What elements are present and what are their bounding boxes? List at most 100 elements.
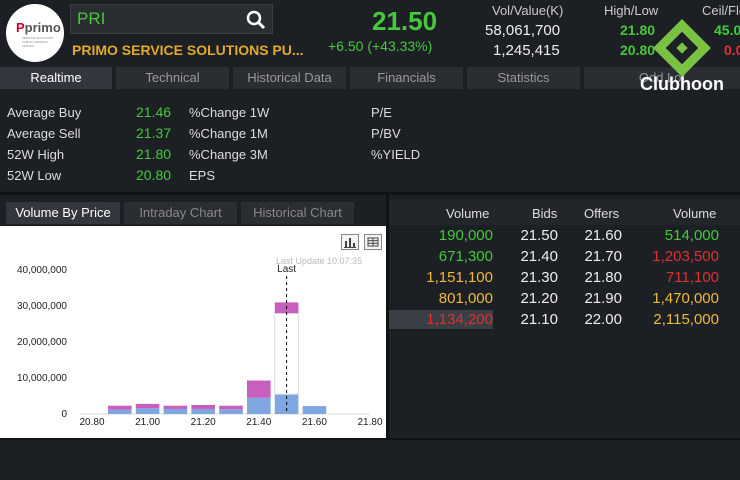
search-icon[interactable] [246, 10, 266, 30]
bid-price[interactable]: 21.40 [520, 248, 558, 265]
bid-volume[interactable]: 1,134,200 [426, 311, 493, 328]
offer-price[interactable]: 21.80 [584, 269, 622, 286]
bid-volume[interactable]: 671,300 [438, 248, 493, 265]
offer-price[interactable]: 22.00 [584, 311, 622, 328]
offer-volume[interactable]: 514,000 [664, 227, 719, 244]
bar-sell-segment [246, 380, 271, 398]
bid-volume[interactable]: 1,151,100 [426, 269, 493, 286]
bid-price[interactable]: 21.30 [520, 269, 558, 286]
bid-volume[interactable]: 190,000 [438, 227, 493, 244]
offers-header: Offers [584, 206, 620, 221]
bid-price[interactable]: 21.10 [520, 311, 558, 328]
tab-financials[interactable]: Financials [350, 67, 463, 89]
offer-volume[interactable]: 1,203,500 [652, 248, 719, 265]
stat-label: %YIELD [371, 147, 421, 162]
bar-buy-segment [135, 408, 160, 414]
symbol-input[interactable] [71, 5, 241, 33]
high-value: 21.80 [620, 22, 656, 38]
value-value: 1,245,415 [493, 42, 560, 59]
stat-label: Average Buy [7, 105, 82, 120]
tab-historical-chart[interactable]: Historical Chart [241, 202, 354, 224]
bar-buy-segment [302, 406, 327, 414]
bar-buy-segment [219, 409, 243, 414]
ceil-value: 45.0 [714, 22, 740, 38]
logo-text: Pprimo [16, 20, 61, 35]
bids-header: Bids [532, 206, 558, 221]
bid-volume-header: Volume [446, 206, 490, 221]
x-tick-label: 21.80 [357, 417, 382, 428]
main-tabs: Realtime Technical Historical Data Finan… [0, 67, 740, 89]
column-divider [386, 195, 389, 438]
last-price: 21.50 [372, 6, 438, 36]
volume-chart: 40,000,000 30,000,000 20,000,000 10,000,000… [0, 226, 386, 438]
ceil-floor-label: Ceil/Flo [702, 3, 740, 18]
stat-label: %Change 3M [189, 147, 268, 162]
bid-price[interactable]: 21.50 [520, 227, 558, 244]
x-tick-label: 21.00 [135, 417, 160, 428]
offer-volume[interactable]: 1,470,000 [652, 290, 719, 307]
y-tick-label: 30,000,000 [17, 301, 67, 312]
tab-volume-by-price[interactable]: Volume By Price [6, 202, 120, 224]
bar-sell-segment [135, 403, 160, 409]
offer-price[interactable]: 21.90 [584, 290, 622, 307]
stat-value: 21.80 [136, 146, 172, 162]
book-header [389, 200, 740, 225]
y-tick-label: 20,000,000 [17, 337, 67, 348]
watermark-text: Clubhoon [640, 74, 724, 94]
y-tick-label: 40,000,000 [17, 265, 67, 276]
bar-sell-segment [191, 405, 216, 409]
bar-buy-segment [163, 408, 188, 414]
stat-label: Average Sell [7, 126, 81, 141]
last-price-label: Last [277, 264, 296, 275]
bottom-divider [0, 438, 740, 440]
stat-label: 52W Low [7, 168, 62, 183]
bid-price[interactable]: 21.20 [520, 290, 558, 307]
y-tick-label: 10,000,000 [17, 373, 67, 384]
bid-volume[interactable]: 801,000 [438, 290, 493, 307]
tab-realtime[interactable]: Realtime [0, 67, 112, 89]
bar-chart-view-icon[interactable] [341, 234, 359, 250]
vol-value-label: Vol/Value(K) [492, 3, 564, 18]
price-change: +6.50 (+43.33%) [328, 38, 433, 54]
table-view-icon[interactable] [364, 234, 382, 250]
bar-sell-segment [107, 405, 132, 410]
tab-intraday-chart[interactable]: Intraday Chart [124, 202, 237, 224]
company-name: PRIMO SERVICE SOLUTIONS PU... [72, 42, 304, 58]
logo-subtitle: SERVICE SOLUTIONS PUBLIC COMPANY LIMITED [22, 36, 54, 48]
bar-sell-segment [163, 405, 188, 409]
stat-label: P/BV [371, 126, 401, 141]
tab-technical[interactable]: Technical [116, 67, 229, 89]
stat-value: 20.80 [136, 167, 172, 183]
last-update: Last Update 10:07:35 [276, 256, 363, 266]
x-tick-label: 20.80 [79, 417, 104, 428]
symbol-search[interactable] [70, 4, 273, 34]
offer-price[interactable]: 21.60 [584, 227, 622, 244]
bar-sell-segment [219, 405, 243, 410]
floor-value: 0.0 [724, 42, 740, 58]
tab-odd-lot[interactable]: Odd Lot [584, 67, 740, 89]
high-low-label: High/Low [604, 3, 659, 18]
stat-label: EPS [189, 168, 216, 183]
offer-volume-header: Volume [673, 206, 717, 221]
x-tick-label: 21.20 [191, 417, 216, 428]
tab-statistics[interactable]: Statistics [467, 67, 580, 89]
section-divider [0, 192, 740, 195]
stat-label: %Change 1W [189, 105, 270, 120]
bid-volume-highlight [389, 310, 493, 329]
company-logo: Pprimo SERVICE SOLUTIONS PUBLIC COMPANY … [6, 4, 64, 62]
offer-price[interactable]: 21.70 [584, 248, 622, 265]
stat-label: 52W High [7, 147, 65, 162]
stat-label: P/E [371, 105, 392, 120]
bar-buy-segment [107, 409, 132, 414]
offer-volume[interactable]: 711,100 [665, 269, 719, 286]
x-tick-label: 21.40 [246, 417, 271, 428]
bar-buy-segment [191, 408, 216, 414]
stat-value: 21.37 [136, 125, 172, 141]
stat-label: %Change 1M [189, 126, 268, 141]
x-tick-label: 21.60 [302, 417, 327, 428]
low-value: 20.80 [620, 42, 656, 58]
clubhoon-logo-icon [653, 19, 711, 77]
chart-svg: 40,000,000 30,000,000 20,000,000 10,000,000… [17, 264, 383, 428]
tab-historical-data[interactable]: Historical Data [233, 67, 346, 89]
offer-volume[interactable]: 2,115,000 [653, 311, 719, 328]
